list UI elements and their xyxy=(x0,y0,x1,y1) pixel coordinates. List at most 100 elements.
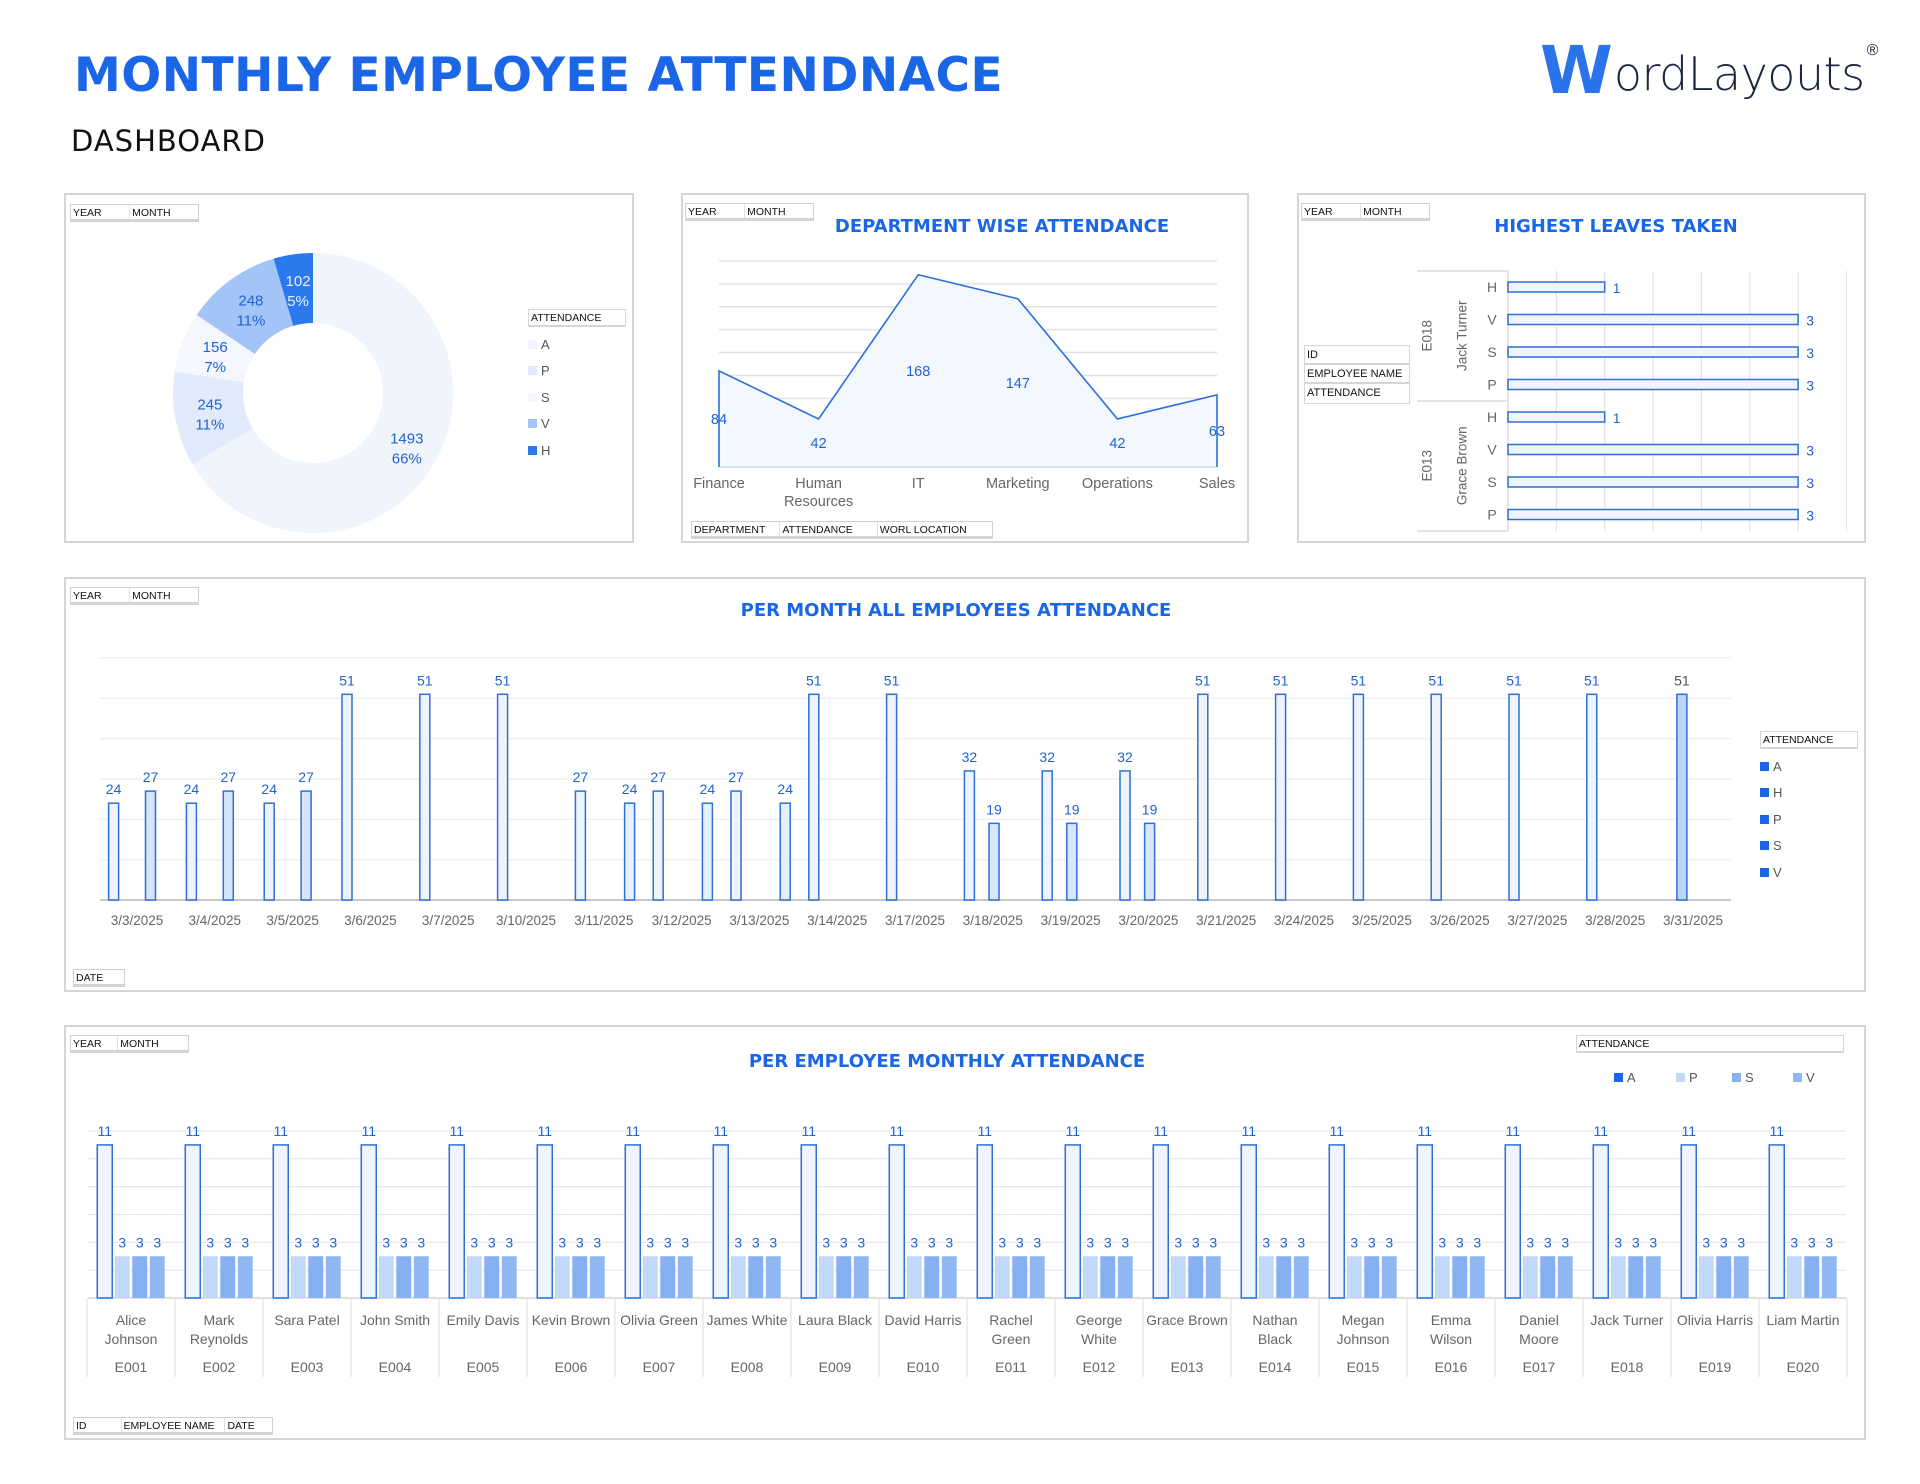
month-filter-button[interactable]: MONTH xyxy=(132,207,171,219)
bar-a[interactable] xyxy=(808,693,820,901)
bar-p[interactable] xyxy=(378,1256,394,1298)
bar-a[interactable] xyxy=(107,802,120,901)
leave-bar[interactable] xyxy=(1507,411,1606,423)
year-filter-button[interactable]: YEAR xyxy=(71,1036,119,1050)
bar-s[interactable] xyxy=(1452,1256,1468,1298)
bar-v[interactable] xyxy=(1205,1256,1221,1298)
bar-a[interactable] xyxy=(652,790,664,901)
legend-item-s[interactable]: S xyxy=(1760,833,1858,860)
bar-v[interactable] xyxy=(677,1256,693,1298)
bar-s[interactable] xyxy=(572,1256,588,1298)
bar-a[interactable] xyxy=(1504,1144,1521,1299)
bar-a[interactable] xyxy=(448,1144,465,1299)
bar-s[interactable] xyxy=(1364,1256,1380,1298)
attendance-field-button[interactable]: ATTENDANCE xyxy=(780,522,878,536)
id-field-button[interactable]: ID xyxy=(1305,346,1409,365)
bar-s[interactable] xyxy=(222,790,235,901)
bar-a[interactable] xyxy=(1197,693,1209,901)
bar-h[interactable] xyxy=(1676,693,1688,901)
bar-s[interactable] xyxy=(1100,1256,1116,1298)
month-filter-button[interactable]: MONTH xyxy=(747,206,786,218)
bar-p[interactable] xyxy=(1786,1256,1802,1298)
bar-a[interactable] xyxy=(341,693,353,901)
bar-s[interactable] xyxy=(660,1256,676,1298)
bar-v[interactable] xyxy=(325,1256,341,1298)
bar-v[interactable] xyxy=(1733,1256,1749,1298)
legend-item-s[interactable]: S xyxy=(1732,1070,1754,1085)
bar-p[interactable] xyxy=(1066,822,1078,901)
bar-s[interactable] xyxy=(1012,1256,1028,1298)
year-filter-button[interactable]: YEAR xyxy=(71,588,131,602)
bar-a[interactable] xyxy=(1768,1144,1785,1299)
bar-v[interactable] xyxy=(1381,1256,1397,1298)
legend-item-v[interactable]: V xyxy=(1760,859,1858,886)
bar-a[interactable] xyxy=(1152,1144,1169,1299)
leave-bar[interactable] xyxy=(1507,378,1799,391)
bar-s[interactable] xyxy=(1804,1256,1820,1298)
bar-a[interactable] xyxy=(1041,770,1053,901)
bar-a[interactable] xyxy=(1680,1144,1697,1299)
employee-name-field-button[interactable]: EMPLOYEE NAME xyxy=(1305,365,1409,384)
bar-p[interactable] xyxy=(290,1256,306,1298)
bar-a[interactable] xyxy=(976,1144,993,1299)
year-month-slicer[interactable]: YEAR MONTH xyxy=(685,203,814,221)
year-month-slicer[interactable]: YEAR MONTH xyxy=(70,204,199,222)
bar-a[interactable] xyxy=(885,693,898,901)
bar-s[interactable] xyxy=(220,1256,236,1298)
bar-s[interactable] xyxy=(1276,1256,1292,1298)
bar-p[interactable] xyxy=(1346,1256,1362,1298)
leave-bar[interactable] xyxy=(1507,476,1799,488)
bar-p[interactable] xyxy=(202,1256,218,1298)
bar-v[interactable] xyxy=(1029,1256,1045,1298)
bar-v[interactable] xyxy=(853,1256,869,1298)
bar-a[interactable] xyxy=(1586,693,1598,901)
legend-title[interactable]: ATTENDANCE xyxy=(1760,731,1858,749)
bar-p[interactable] xyxy=(1258,1256,1274,1298)
year-filter-button[interactable]: YEAR xyxy=(686,204,746,218)
month-filter-button[interactable]: MONTH xyxy=(120,1038,159,1050)
bar-p[interactable] xyxy=(114,1256,130,1298)
legend-item-p[interactable]: P xyxy=(1676,1070,1698,1085)
bar-s[interactable] xyxy=(300,790,312,901)
year-filter-button[interactable]: YEAR xyxy=(71,205,131,219)
work-location-field-button[interactable]: WORL LOCATION xyxy=(879,524,967,536)
bar-a[interactable] xyxy=(1240,1144,1257,1299)
month-filter-button[interactable]: MONTH xyxy=(1363,206,1402,218)
bar-a[interactable] xyxy=(96,1144,113,1299)
legend-item-h[interactable]: H xyxy=(1760,780,1858,807)
bar-v[interactable] xyxy=(941,1256,957,1298)
bar-v[interactable] xyxy=(1469,1256,1485,1298)
donut-slice-s[interactable] xyxy=(174,315,255,383)
leave-bar[interactable] xyxy=(1507,346,1799,358)
bar-a[interactable] xyxy=(272,1144,289,1299)
donut-slice-p[interactable] xyxy=(173,371,253,465)
bar-v[interactable] xyxy=(701,802,714,901)
leave-bar[interactable] xyxy=(1507,508,1799,521)
bar-p[interactable] xyxy=(1434,1256,1450,1298)
legend-item-v[interactable]: V xyxy=(528,411,626,438)
bar-a[interactable] xyxy=(185,802,198,901)
bar-a[interactable] xyxy=(963,770,976,901)
bar-a[interactable] xyxy=(536,1144,553,1299)
department-field-buttons[interactable]: DEPARTMENT ATTENDANCE WORL LOCATION xyxy=(691,521,993,539)
bar-p[interactable] xyxy=(994,1256,1010,1298)
donut-slice-v[interactable] xyxy=(196,258,294,355)
leave-bar[interactable] xyxy=(1507,443,1799,456)
bar-p[interactable] xyxy=(554,1256,570,1298)
employee-name-field-button[interactable]: EMPLOYEE NAME xyxy=(122,1418,226,1432)
donut-slice-a[interactable] xyxy=(192,253,454,533)
bar-p[interactable] xyxy=(730,1256,746,1298)
bar-s[interactable] xyxy=(1188,1256,1204,1298)
legend-item-s[interactable]: S xyxy=(528,384,626,411)
bar-s[interactable] xyxy=(396,1256,412,1298)
bar-v[interactable] xyxy=(1117,1256,1133,1298)
bar-p[interactable] xyxy=(466,1256,482,1298)
bar-a[interactable] xyxy=(1352,693,1365,901)
bar-s[interactable] xyxy=(1716,1256,1732,1298)
bar-s[interactable] xyxy=(924,1256,940,1298)
year-filter-button[interactable]: YEAR xyxy=(1302,204,1362,218)
bar-p[interactable] xyxy=(1522,1256,1538,1298)
year-month-slicer[interactable]: YEAR MONTH xyxy=(70,587,199,605)
legend-item-a[interactable]: A xyxy=(1760,753,1858,780)
bar-v[interactable] xyxy=(779,802,791,901)
